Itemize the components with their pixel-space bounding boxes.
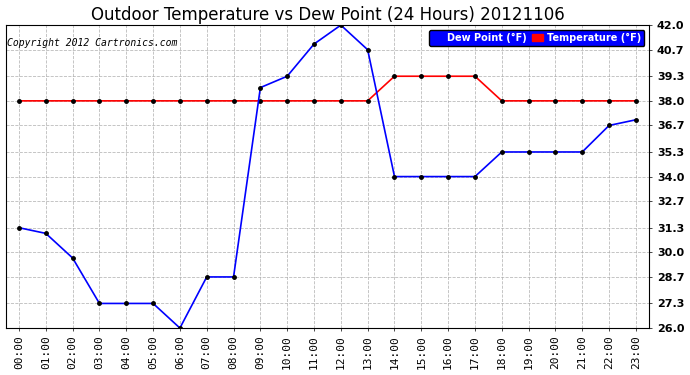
Legend: Dew Point (°F), Temperature (°F): Dew Point (°F), Temperature (°F) (428, 30, 644, 46)
Title: Outdoor Temperature vs Dew Point (24 Hours) 20121106: Outdoor Temperature vs Dew Point (24 Hou… (90, 6, 564, 24)
Text: Copyright 2012 Cartronics.com: Copyright 2012 Cartronics.com (7, 38, 177, 48)
